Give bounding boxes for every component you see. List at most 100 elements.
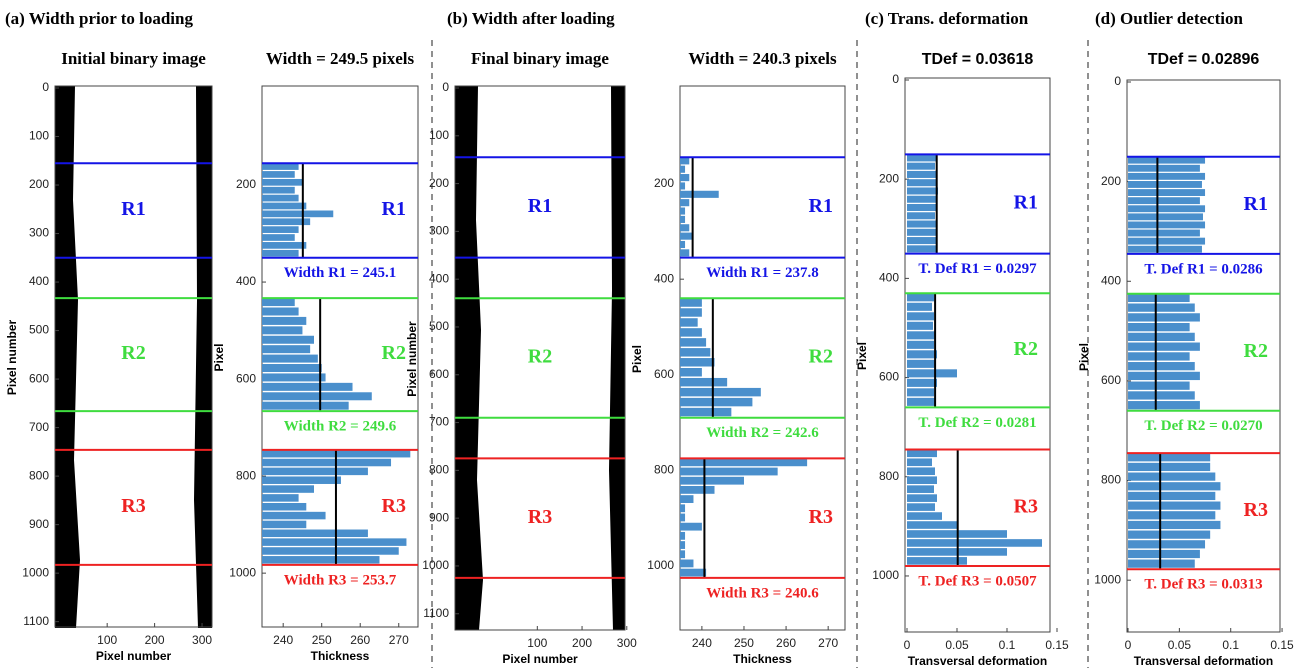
y-tick-label: 400 [236,274,256,288]
bar [907,237,936,244]
bar [680,550,685,558]
x-tick-label: 240 [273,633,293,647]
bar [907,179,936,186]
bar [262,468,368,476]
bar [907,163,935,170]
x-tick-label: 250 [312,633,332,647]
bar [262,226,299,233]
x-tick-label: 100 [97,633,117,647]
bar [262,383,353,391]
bar [907,512,942,520]
bar [262,355,318,363]
bar [262,547,399,555]
region-label: Width R3 = 240.6 [706,585,819,601]
y-tick-label: 800 [654,463,674,477]
x-axis-label: Transversal deformation [908,654,1047,668]
bar [907,312,934,320]
y-tick-label: 1000 [1094,572,1121,586]
bar [1128,511,1215,519]
bar [907,476,937,484]
bar [680,495,693,503]
bar [680,368,702,376]
plot-heading: Final binary image [471,49,609,68]
bar [262,307,299,315]
y-tick-label: 200 [429,176,449,190]
region-label: Width R2 = 242.6 [706,425,819,441]
bar [907,398,935,406]
bar [680,348,710,356]
region-name: R3 [528,506,552,528]
bar [907,229,937,236]
bar [262,476,341,484]
bar [680,224,689,231]
x-tick-label: 0.05 [1168,638,1192,652]
bar [680,532,685,540]
bar [262,556,379,564]
bar [1128,372,1200,380]
bar [1128,343,1200,351]
bar [907,221,937,228]
bar [262,326,302,334]
bar [680,458,807,466]
bar [907,458,932,466]
x-tick-label: 0.15 [1045,638,1069,652]
y-axis-label: Pixel [1077,343,1091,371]
y-tick-label: 600 [654,367,674,381]
bar [907,494,937,502]
x-tick-label: 260 [776,636,796,650]
plot-heading: Initial binary image [61,49,206,68]
x-tick-label: 0 [904,638,911,652]
bar [907,293,934,301]
y-tick-label: 100 [29,129,49,143]
y-axis-label: Pixel [212,343,226,371]
y-tick-label: 0 [442,80,449,94]
bar [680,241,685,248]
y-tick-label: 800 [879,469,899,483]
y-tick-label: 700 [429,415,449,429]
x-tick-label: 0.1 [1222,638,1239,652]
x-tick-label: 0.15 [1270,638,1294,652]
y-tick-label: 400 [654,271,674,285]
bar [1128,550,1200,558]
bar [1128,294,1190,302]
panel-title: (d) Outlier detection [1095,9,1243,28]
x-tick-label: 100 [527,636,547,650]
y-tick-label: 600 [879,370,899,384]
region-name: R3 [1244,499,1268,521]
bar [1128,472,1215,480]
bar [1128,521,1220,529]
y-tick-label: 1000 [422,558,449,572]
bar [680,318,698,326]
bar [907,467,935,475]
region-name: R3 [121,495,145,517]
bar [680,569,706,577]
bar [262,373,326,381]
y-tick-label: 1000 [872,568,899,582]
bar [262,392,372,400]
bar [262,163,299,170]
bar [262,345,310,353]
region-label: T. Def R3 = 0.0507 [918,573,1037,589]
y-tick-label: 600 [236,371,256,385]
plot-heading: TDef = 0.03618 [922,51,1034,68]
bar [262,203,306,210]
bar [907,303,932,311]
bar [680,338,706,346]
bar [262,512,326,520]
bar [262,317,306,325]
x-tick-label: 240 [692,636,712,650]
bar [1128,157,1205,164]
y-tick-label: 600 [29,371,49,385]
region-label: T. Def R1 = 0.0297 [918,261,1037,277]
bar [680,523,702,531]
y-tick-label: 600 [1101,373,1121,387]
y-tick-label: 0 [892,72,899,86]
bar [680,233,693,240]
bar [680,504,685,512]
region-name: R1 [528,195,552,217]
bar [907,204,936,211]
x-tick-label: 200 [145,633,165,647]
bar [262,364,322,372]
y-tick-label: 200 [236,177,256,191]
y-tick-label: 600 [429,367,449,381]
